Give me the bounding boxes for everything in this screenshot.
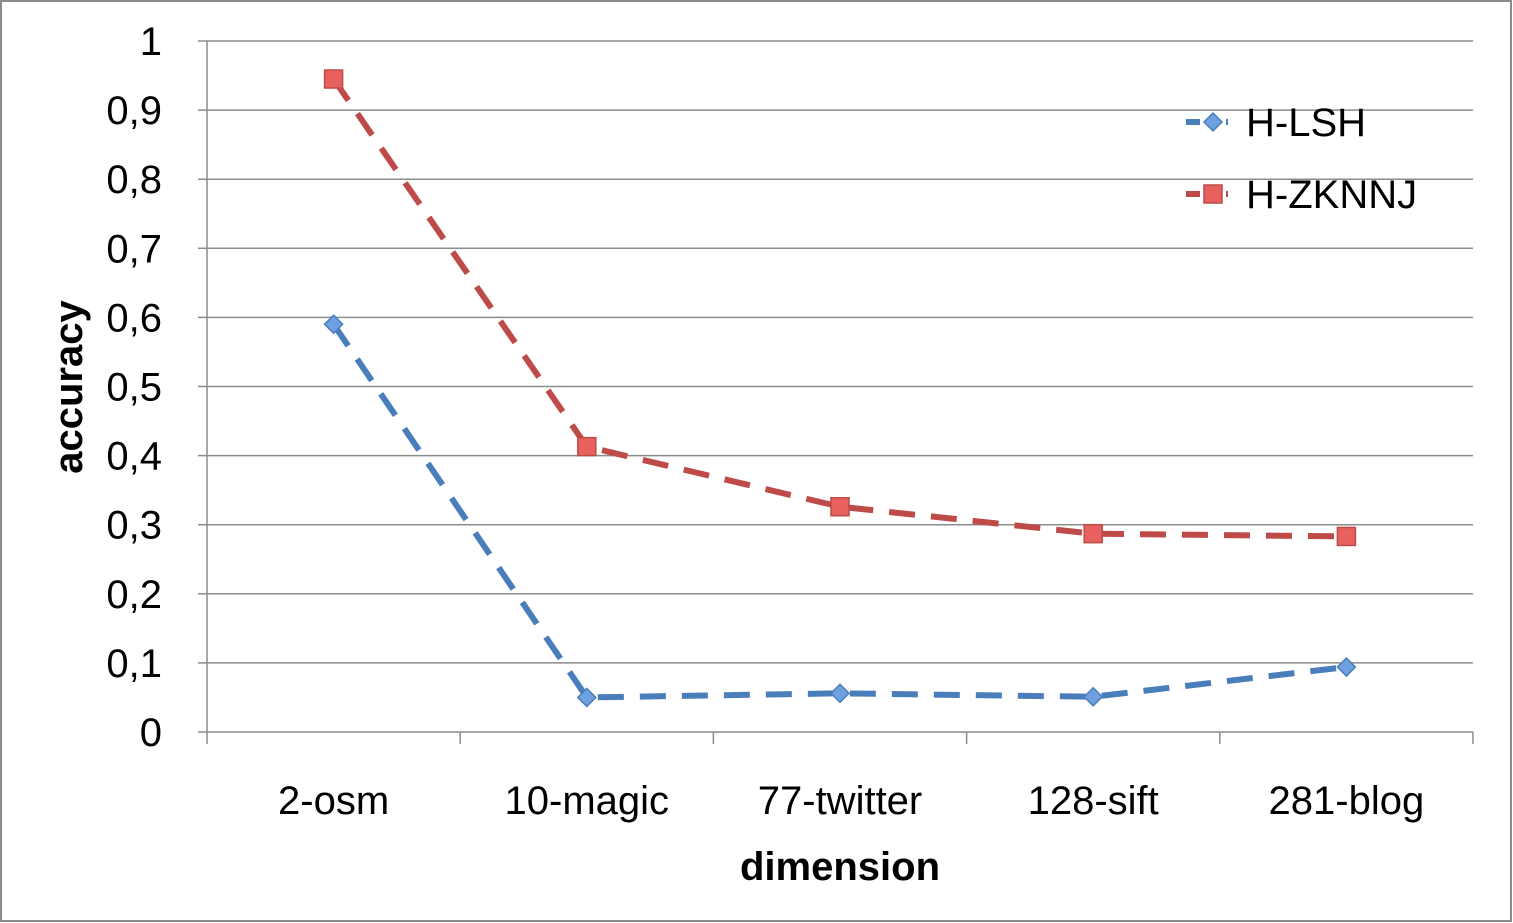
x-tick-label: 77-twitter [758,779,923,823]
h-zknnj-point [1336,526,1357,547]
h-lsh-point [576,687,597,708]
axes [198,40,1474,744]
y-tick-label: 0,3 [106,504,162,548]
legend: H-LSH H-ZKNNJ [1186,101,1417,217]
legend-label: H-LSH [1246,101,1366,145]
y-tick-label: 0,6 [106,296,162,340]
gridlines [207,40,1473,664]
h-lsh-line [331,322,1347,701]
y-tick-label: 0,8 [106,158,162,202]
series-lines [331,77,1347,701]
h-zknnj-point [577,436,597,457]
legend-item-h-lsh: H-LSH [1186,101,1366,145]
h-zknnj-point [830,496,850,517]
legend-diamond-icon [1202,111,1224,133]
y-axis-title: accuracy [47,300,91,474]
y-tick-label: 1 [140,20,162,64]
y-tick-label: 0,9 [106,89,162,133]
h-lsh-point [323,314,344,335]
x-tick-label: 2-osm [278,779,389,823]
x-tick-label: 281-blog [1269,779,1425,823]
y-tick-label: 0,7 [106,227,162,271]
x-tick-label: 128-sift [1028,779,1159,823]
h-lsh-point [829,683,851,704]
y-tick-label: 0,2 [106,573,162,617]
y-tick-label: 0,5 [106,366,162,410]
legend-item-h-zknnj: H-ZKNNJ [1186,173,1417,217]
h-lsh-point [1336,656,1357,678]
legend-square-icon [1203,184,1223,204]
h-zknnj-point [323,69,344,89]
series-markers [323,69,1357,708]
x-axis-title: dimension [740,845,940,889]
legend-label: H-ZKNNJ [1246,173,1417,217]
h-lsh-point [1083,686,1104,707]
y-tick-label: 0,1 [106,642,162,686]
h-zknnj-point [1083,523,1103,544]
x-tick-label: 10-magic [505,779,670,823]
y-tick-labels: 0 0,1 0,2 0,3 0,4 0,5 0,6 0,7 0,8 0,9 1 [106,20,162,755]
h-zknnj-line [331,77,1347,540]
x-tick-labels: 2-osm 10-magic 77-twitter 128-sift 281-blog [278,779,1424,823]
y-tick-label: 0 [140,711,162,755]
y-tick-label: 0,4 [106,435,162,479]
